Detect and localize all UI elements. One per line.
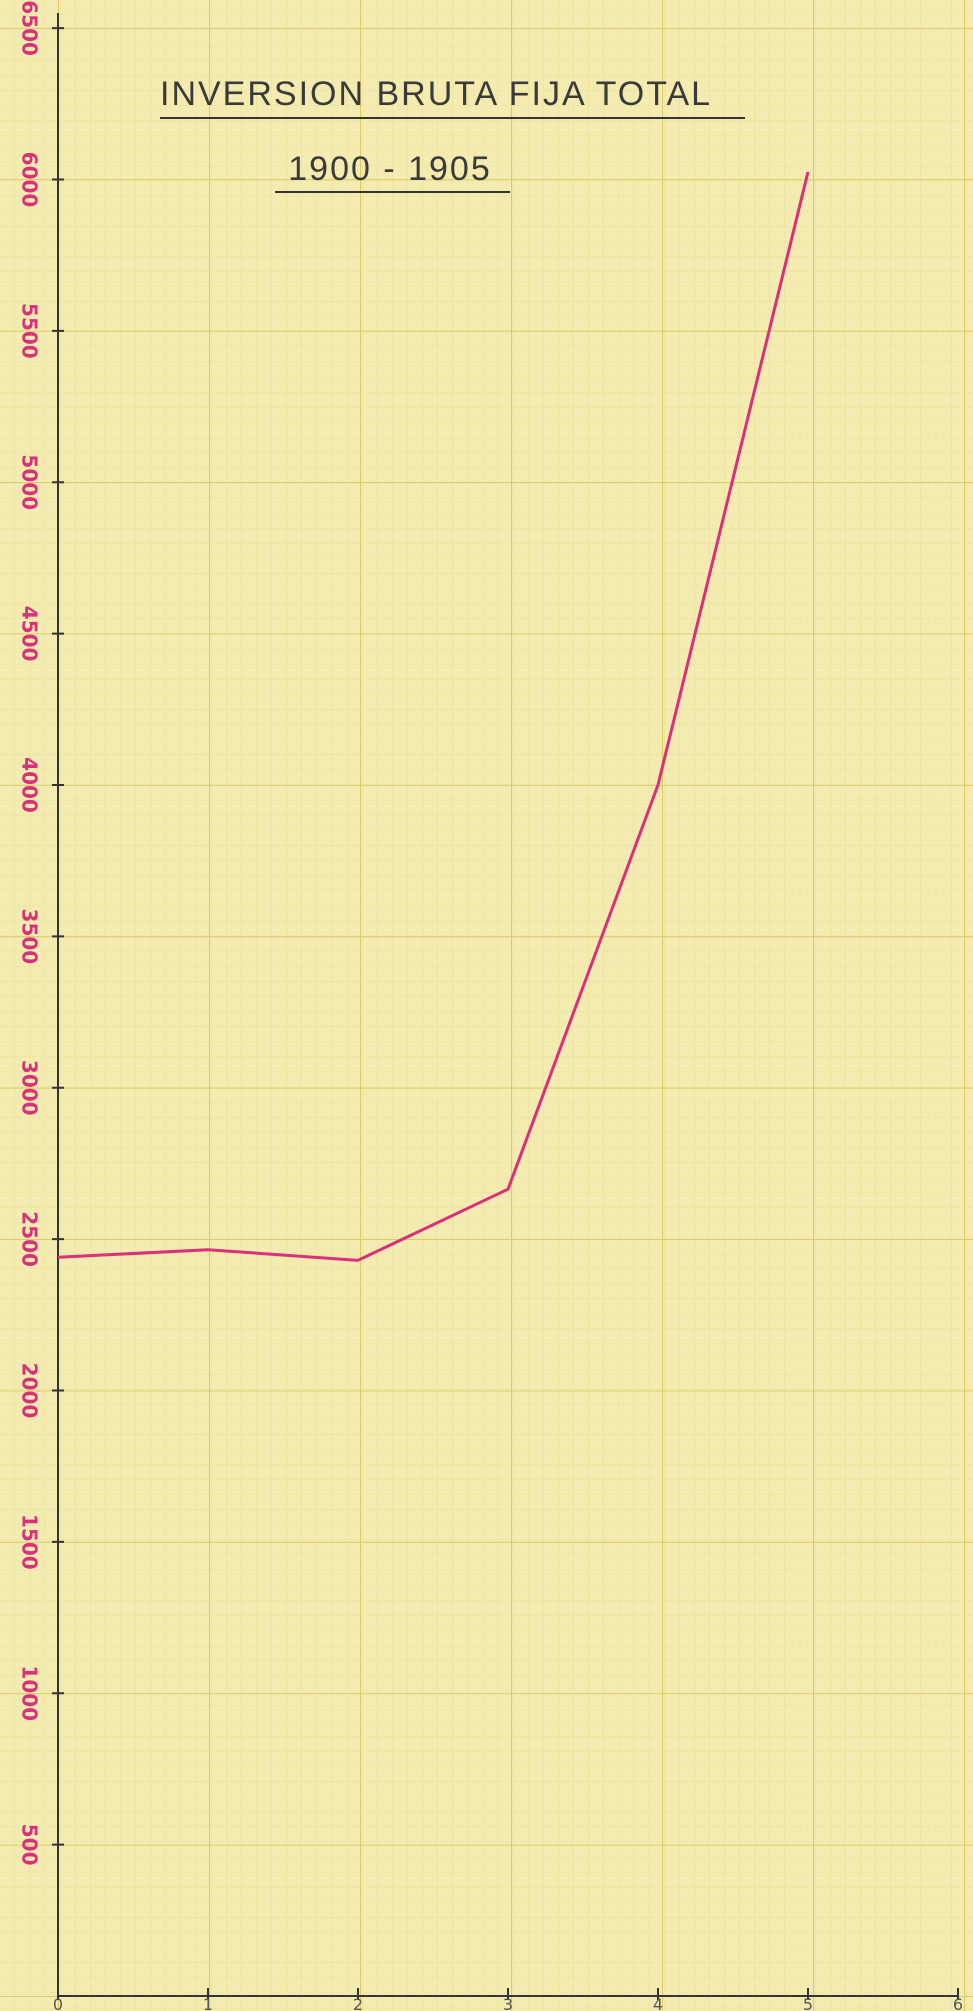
y-tick-label: 2500 xyxy=(18,1211,42,1267)
x-tick-label: 6 xyxy=(953,1995,963,2011)
y-tick-label: 4000 xyxy=(18,757,42,813)
y-tick-label: 1000 xyxy=(18,1665,42,1721)
y-tick-label: 5000 xyxy=(18,454,42,510)
x-tick-label: 1 xyxy=(203,1995,213,2011)
y-tick-label: 6000 xyxy=(18,152,42,208)
x-tick-label: 0 xyxy=(53,1995,63,2011)
x-tick-label: 5 xyxy=(803,1995,813,2011)
data-line xyxy=(57,171,810,1262)
chart-title: INVERSION BRUTA FIJA TOTAL xyxy=(160,75,712,113)
y-tick-label: 2000 xyxy=(18,1363,42,1419)
y-tick-label: 6500 xyxy=(18,0,42,56)
chart-subtitle: 1900 - 1905 xyxy=(288,150,492,188)
y-tick-label: 4500 xyxy=(18,606,42,662)
y-tick-label: 3500 xyxy=(18,909,42,965)
y-tick-label: 3000 xyxy=(18,1060,42,1116)
y-tick-label: 5500 xyxy=(18,303,42,359)
y-tick-label: 500 xyxy=(18,1824,42,1866)
x-tick-label: 2 xyxy=(353,1995,363,2011)
y-tick-label: 1500 xyxy=(18,1514,42,1570)
x-tick-label: 3 xyxy=(503,1995,513,2011)
x-tick-label: 4 xyxy=(653,1995,663,2011)
